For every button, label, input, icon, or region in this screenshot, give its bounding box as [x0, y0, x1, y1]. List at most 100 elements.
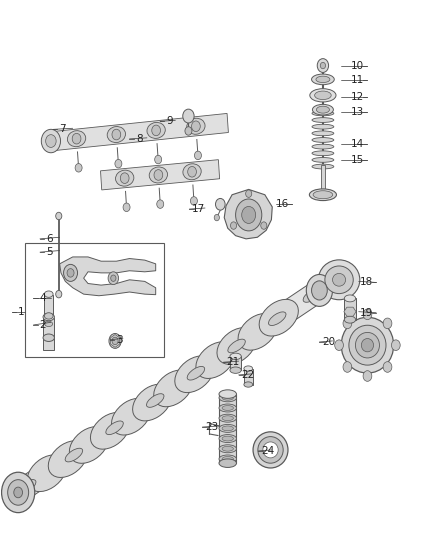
- Circle shape: [383, 318, 392, 329]
- Ellipse shape: [219, 455, 237, 463]
- Text: 15: 15: [351, 155, 364, 165]
- Ellipse shape: [219, 434, 237, 442]
- Ellipse shape: [107, 126, 126, 142]
- Text: 19: 19: [360, 308, 373, 318]
- Ellipse shape: [312, 144, 334, 149]
- Ellipse shape: [312, 131, 334, 136]
- Circle shape: [236, 199, 262, 231]
- Circle shape: [112, 337, 118, 345]
- Circle shape: [363, 309, 372, 320]
- Ellipse shape: [67, 131, 86, 147]
- Ellipse shape: [318, 260, 360, 300]
- Text: 21: 21: [226, 357, 240, 367]
- Text: 3: 3: [116, 335, 123, 345]
- Circle shape: [343, 362, 352, 372]
- Polygon shape: [14, 280, 324, 503]
- Circle shape: [120, 173, 129, 183]
- Ellipse shape: [116, 170, 134, 186]
- Circle shape: [56, 290, 62, 298]
- Ellipse shape: [219, 414, 237, 422]
- Circle shape: [191, 197, 198, 205]
- Text: 16: 16: [276, 199, 290, 209]
- Ellipse shape: [230, 353, 241, 360]
- Ellipse shape: [312, 138, 334, 142]
- Ellipse shape: [258, 437, 283, 463]
- Circle shape: [214, 214, 219, 221]
- Circle shape: [383, 362, 392, 372]
- Ellipse shape: [48, 441, 88, 478]
- Ellipse shape: [222, 436, 233, 441]
- Ellipse shape: [27, 455, 67, 491]
- Ellipse shape: [45, 321, 53, 327]
- Text: 13: 13: [351, 107, 364, 117]
- Text: 7: 7: [60, 124, 66, 134]
- Circle shape: [72, 133, 81, 144]
- Ellipse shape: [356, 333, 379, 358]
- Ellipse shape: [253, 432, 288, 468]
- Circle shape: [242, 206, 256, 223]
- Circle shape: [112, 129, 121, 140]
- Circle shape: [75, 164, 82, 172]
- Text: 11: 11: [351, 76, 364, 85]
- Circle shape: [108, 272, 119, 285]
- Ellipse shape: [44, 313, 53, 319]
- Ellipse shape: [222, 406, 233, 410]
- Ellipse shape: [259, 300, 298, 336]
- Ellipse shape: [263, 442, 278, 458]
- Ellipse shape: [69, 426, 109, 463]
- Ellipse shape: [222, 426, 233, 431]
- Ellipse shape: [222, 416, 233, 421]
- Text: 12: 12: [351, 92, 364, 102]
- Ellipse shape: [112, 398, 151, 435]
- Ellipse shape: [312, 124, 334, 129]
- Circle shape: [8, 480, 28, 505]
- Ellipse shape: [312, 118, 334, 123]
- Circle shape: [157, 200, 164, 208]
- Ellipse shape: [219, 390, 237, 398]
- Ellipse shape: [303, 289, 321, 302]
- Ellipse shape: [18, 480, 36, 493]
- Ellipse shape: [349, 325, 386, 365]
- Ellipse shape: [146, 394, 164, 407]
- Ellipse shape: [187, 118, 205, 134]
- Ellipse shape: [312, 158, 334, 163]
- Ellipse shape: [154, 370, 193, 407]
- Circle shape: [188, 166, 196, 177]
- Polygon shape: [344, 307, 356, 316]
- Text: 2: 2: [40, 320, 46, 330]
- Circle shape: [41, 130, 60, 153]
- Text: 17: 17: [192, 204, 205, 214]
- Circle shape: [64, 264, 78, 281]
- Circle shape: [183, 109, 194, 123]
- Circle shape: [154, 169, 163, 180]
- Circle shape: [343, 318, 352, 329]
- Ellipse shape: [311, 74, 334, 85]
- Bar: [344, 298, 356, 320]
- Ellipse shape: [268, 312, 286, 326]
- Circle shape: [335, 340, 343, 351]
- Ellipse shape: [222, 457, 233, 462]
- Circle shape: [123, 203, 130, 212]
- Bar: [244, 368, 253, 384]
- Circle shape: [194, 151, 201, 160]
- Ellipse shape: [228, 339, 245, 353]
- Circle shape: [46, 135, 56, 148]
- Circle shape: [56, 212, 62, 220]
- Ellipse shape: [316, 76, 330, 83]
- Circle shape: [67, 269, 74, 277]
- Polygon shape: [60, 257, 155, 296]
- Ellipse shape: [219, 404, 237, 412]
- Polygon shape: [100, 160, 219, 190]
- Text: 20: 20: [322, 337, 336, 347]
- Text: 10: 10: [351, 61, 364, 70]
- Ellipse shape: [325, 266, 353, 294]
- Text: 4: 4: [40, 293, 46, 303]
- Ellipse shape: [222, 446, 233, 451]
- Circle shape: [261, 222, 267, 229]
- Circle shape: [155, 155, 162, 164]
- Ellipse shape: [183, 164, 201, 180]
- Text: 6: 6: [46, 234, 53, 244]
- Circle shape: [392, 340, 400, 351]
- Ellipse shape: [244, 382, 253, 387]
- Text: 8: 8: [136, 134, 142, 144]
